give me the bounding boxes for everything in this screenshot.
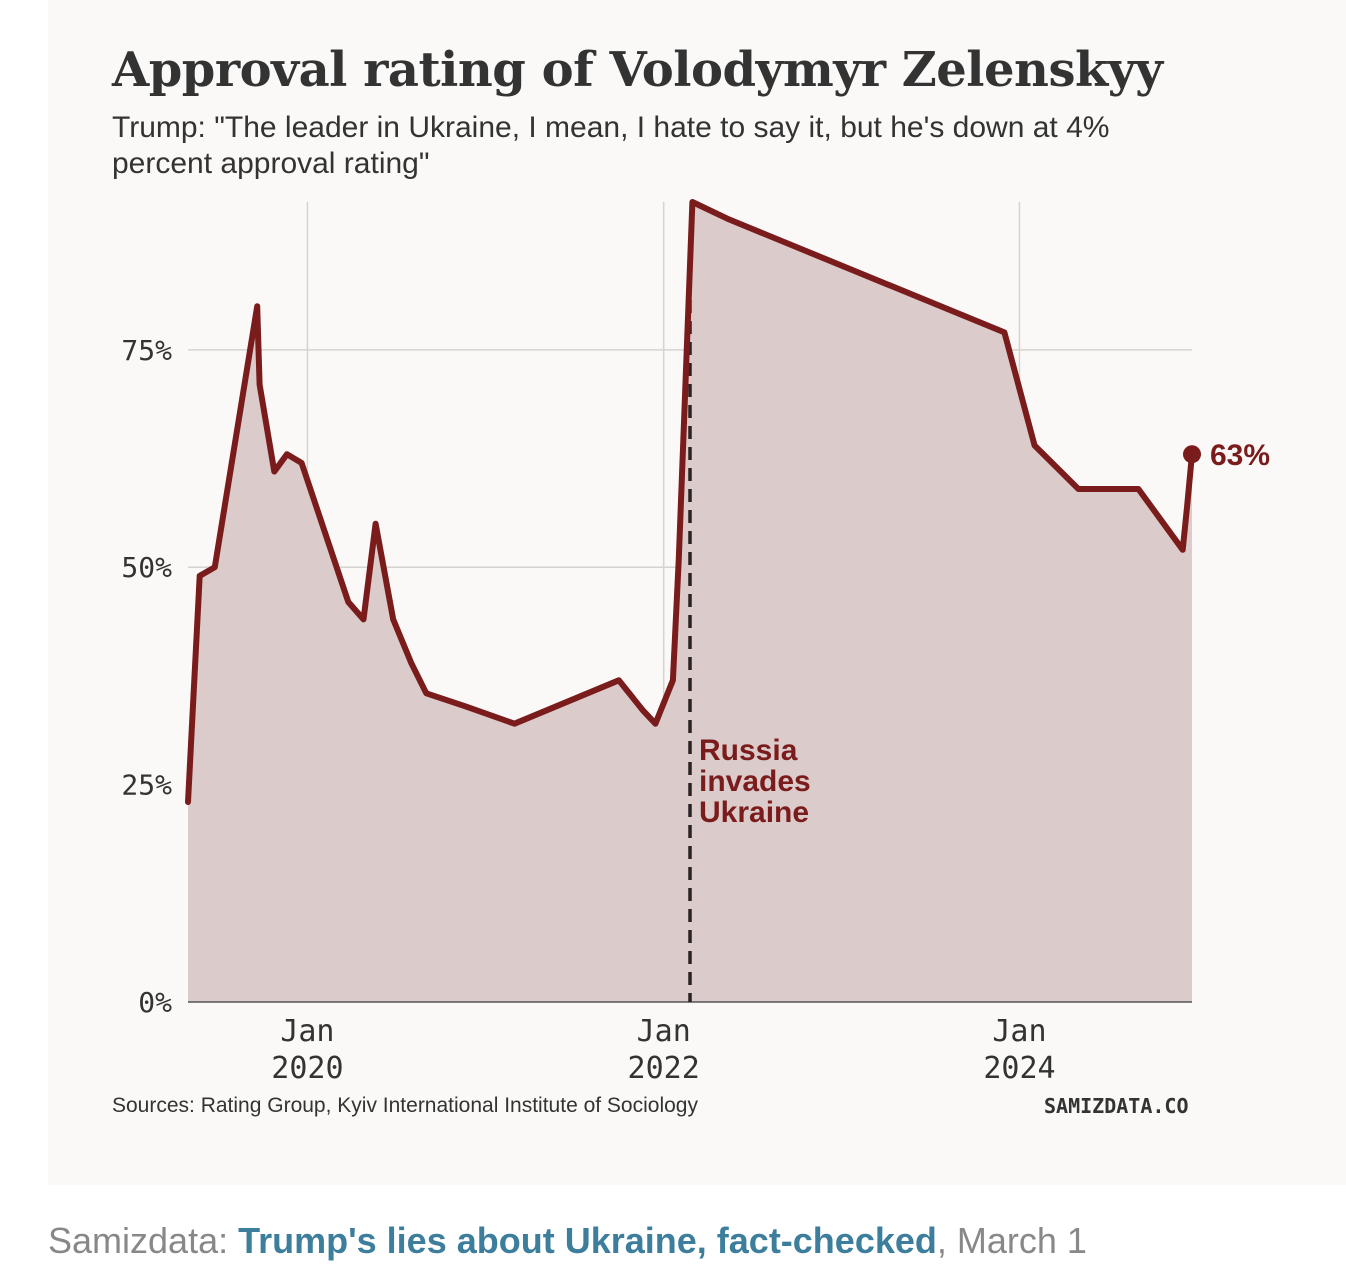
caption-date: , March 1: [936, 1220, 1087, 1261]
article-link[interactable]: Trump's lies about Ukraine, fact-checked: [238, 1220, 937, 1261]
y-axis-ticks: 0% 25% 50% 75%: [121, 334, 172, 1019]
brand-logo: SAMIZDATA.CO: [1044, 1094, 1189, 1118]
caption-source: Samizdata:: [48, 1220, 239, 1261]
x-tick-month: Jan: [280, 1014, 334, 1049]
invasion-label-line: Russia: [699, 734, 798, 767]
x-tick-year: 2022: [628, 1051, 700, 1086]
y-tick-label: 25%: [121, 769, 172, 802]
y-tick-label: 50%: [121, 551, 172, 584]
series-line-approval: [185, 199, 1195, 805]
chart-subtitle: Trump: "The leader in Ukraine, I mean, I…: [112, 111, 1110, 180]
x-tick-year: 2020: [271, 1051, 343, 1086]
y-tick-label: 75%: [121, 334, 172, 367]
chart-title: Approval rating of Volodymyr Zelenskyy: [112, 42, 1163, 98]
x-tick-month: Jan: [637, 1014, 691, 1049]
x-tick-year: 2024: [983, 1051, 1055, 1086]
sources-note: Sources: Rating Group, Kyiv Internationa…: [112, 1094, 698, 1117]
last-value-label: 63%: [1210, 439, 1270, 472]
last-value-dot: [1183, 445, 1201, 464]
x-tick-month: Jan: [992, 1014, 1046, 1049]
caption: Samizdata: Trump's lies about Ukraine, f…: [48, 1220, 1087, 1262]
y-tick-label: 0%: [138, 986, 172, 1019]
invasion-label-line: Ukraine: [699, 796, 809, 829]
invasion-label-line: invades: [699, 765, 811, 798]
